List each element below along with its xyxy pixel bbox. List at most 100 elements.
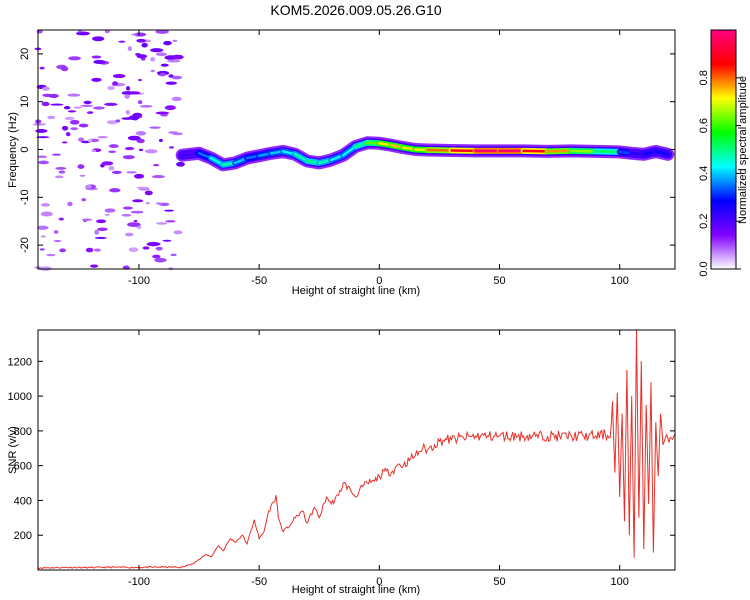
spectrogram-noise-blob [93,59,106,65]
spectrogram-noise-blob [171,75,183,80]
spectrogram-noise-blob [39,66,45,70]
spectrogram-noise-blob [58,170,66,174]
spectrogram-noise-blob [144,149,158,154]
snr-x-axis-label: Height of straight line (km) [292,584,420,596]
spectrogram-x-tick-label: 50 [493,275,505,287]
snr-y-tick-label: 1200 [8,356,32,368]
spectrogram-noise-blob [154,257,167,263]
spectrogram-noise-blob [67,201,73,207]
spectrogram-noise-blob [150,48,164,53]
spectrogram-noise-blob [126,171,137,174]
spectrogram-noise-blob [108,165,115,171]
spectrogram-noise-blob [127,91,141,95]
spectrogram-noise-blob [94,229,100,235]
spectrogram-noise-blob [97,136,108,139]
spectrogram-noise-blob [126,86,131,91]
spectrogram-noise-blob [53,239,62,243]
colorbar: 0.0 0.2 0.4 0.6 0.8 Normalized spectral ampl… [698,29,749,277]
spectrogram-noise-blob [144,190,153,196]
spectrogram-noise-blob [133,173,145,179]
colorbar-tick-label: 0.2 [698,214,710,229]
snr-x-tick-label: 50 [493,576,505,588]
spectrogram-noise-blob [32,123,47,126]
spectrogram-noise-blob [136,54,148,59]
spectrogram-noise-blob [91,55,102,59]
snr-line [38,330,675,570]
spectrogram-noise-blob [39,248,45,251]
spectrogram-noise-blob [94,236,108,239]
spectrogram-noise-blob [165,220,176,223]
spectrogram-noise-blob [91,149,97,152]
spectrogram-noise-blob [136,38,146,43]
spectrogram-noise-blob [158,138,163,142]
spectrogram-noise-blob [155,246,163,251]
spectrogram-x-tick-label: 0 [376,275,382,287]
colorbar-tick-label: 0.6 [698,118,710,133]
spectrogram-y-ticks: -20 -10 0 10 20 [19,48,675,253]
spectrogram-noise-blob [101,161,114,166]
spectrogram-noise-blob [112,81,119,86]
spectrogram-noise-blob [164,209,175,212]
spectrogram-noise-blob [90,264,99,268]
spectrogram-noise-blob [164,105,176,111]
spectrogram-noise-blob [87,138,93,143]
snr-y-tick-label: 800 [14,426,32,438]
spectrogram-noise-blob [115,119,121,123]
spectrogram-noise-blob [60,66,69,72]
spectrogram-noise-blob [171,96,182,102]
spectrogram-noise-blob [79,174,86,177]
spectrogram-noise-blob [65,131,71,137]
spectrogram-y-tick-label: 10 [19,96,31,108]
spectrogram-noise-blob [133,32,147,37]
spectrogram-noise-blob [37,225,49,230]
spectrogram-noise-blob [131,33,138,36]
snr-y-tick-label: 400 [14,495,32,507]
spectrogram-noise-blob [81,218,93,221]
spectrogram-noise-blob [58,217,64,221]
colorbar-tick-label: 0.4 [698,166,710,181]
spectrogram-noise-blob [171,54,184,60]
spectrogram-noise-blob [73,106,83,109]
spectrogram-noise-blob [168,146,175,149]
spectrogram-noise-blob [138,78,143,82]
spectrogram-noise-blob [93,248,101,252]
spectrogram-noise-blob [85,247,94,253]
spectrogram-y-tick-label: -20 [19,237,31,253]
colorbar-tick-label: 0.8 [698,70,710,85]
snr-x-tick-label: -100 [128,576,150,588]
spectrogram-noise-blob [138,148,144,152]
spectrogram-noise-blob [168,131,179,134]
spectrogram-noise-blob [63,106,71,110]
spectrogram-x-axis-label: Height of straight line (km) [292,285,420,297]
spectrogram-noise-blob [162,239,172,242]
colorbar-gradient [711,30,736,269]
spectrogram-noise-blob [81,198,87,202]
spectrogram-noise-blob [55,166,67,170]
spectrogram-noise-blob [155,202,163,205]
spectrogram-noise-blob [139,105,153,108]
spectrogram-noise-blob [97,227,108,232]
spectrogram-noise-blob [145,201,150,205]
spectrogram-noise-blob [170,253,177,257]
spectrogram-noise-blob [149,126,161,129]
spectrogram-noise-blob [106,120,118,125]
spectrogram-noise-blob [61,125,69,131]
spectrogram-noise-blob [163,40,172,46]
spectrogram-noise-blob [69,119,80,125]
spectrogram-noise-blob [156,222,168,225]
spectrogram-noise-blob [165,81,178,85]
spectrogram-noise-blob [125,109,130,115]
snr-y-axis-label: SNR (v/v) [7,426,19,474]
spectrogram-noise-blob [155,29,170,34]
spectrogram-noise-blob [86,184,93,189]
spectrogram-noise-blob [142,246,150,250]
spectrogram-noise-blob [172,39,178,42]
spectrogram-noise-blob [112,74,126,79]
spectrogram-noise-blob [46,253,56,257]
snr-x-tick-label: -50 [251,576,267,588]
spectrogram-noise-blob [128,247,139,253]
spectrogram-noise-blob [121,117,134,120]
spectrogram-noise-blob [41,101,50,107]
